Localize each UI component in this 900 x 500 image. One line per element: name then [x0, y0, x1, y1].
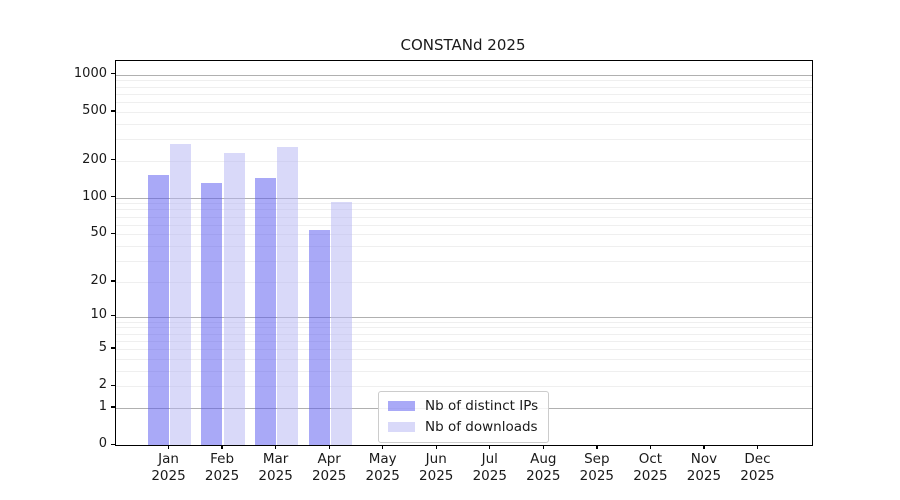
x-tick-label: Oct 2025: [633, 451, 668, 484]
chart-title: CONSTANd 2025: [400, 36, 526, 54]
y-tick-mark: [110, 347, 115, 349]
x-tick-mark: [596, 445, 598, 450]
bar-distinct-ips-jan: [147, 175, 169, 445]
y-tick-mark: [110, 159, 115, 161]
gridline-minor: [116, 102, 812, 103]
bar-distinct-ips-mar: [254, 178, 276, 445]
x-tick-label: Feb 2025: [204, 451, 240, 484]
gridline-minor: [116, 340, 812, 342]
x-tick-mark: [542, 445, 544, 450]
gridline-minor: [116, 224, 812, 226]
y-tick-mark: [110, 73, 115, 75]
y-tick-label: 50: [90, 225, 107, 241]
gridline-major: [116, 197, 812, 199]
plot-area: Nb of distinct IPs Nb of downloads: [115, 60, 813, 446]
legend-swatch: [388, 401, 415, 411]
gridline-major: [116, 316, 812, 318]
x-tick-mark: [167, 445, 170, 450]
x-tick-mark: [435, 445, 437, 450]
y-tick-mark: [110, 280, 115, 282]
y-tick-label: 1000: [73, 65, 107, 81]
legend-swatch: [388, 422, 415, 432]
gridline-minor: [116, 209, 812, 211]
x-tick-label: Nov 2025: [686, 451, 722, 484]
y-tick-label: 2: [98, 377, 107, 393]
x-tick-label: Mar 2025: [258, 451, 293, 484]
x-tick-mark: [221, 445, 223, 450]
legend-label: Nb of distinct IPs: [425, 398, 539, 414]
x-tick-label: Jun 2025: [419, 451, 454, 484]
gridline-minor: [116, 358, 812, 360]
bar-downloads-feb: [223, 152, 245, 445]
x-tick-label: May 2025: [365, 451, 400, 484]
gridline-minor: [116, 348, 812, 350]
y-tick-mark: [110, 384, 115, 386]
gridline-minor: [116, 93, 812, 95]
y-tick-mark: [110, 314, 115, 317]
y-tick-label: 100: [82, 188, 107, 204]
x-tick-label: Aug 2025: [526, 451, 561, 484]
y-tick-mark: [110, 110, 115, 112]
gridlines-layer: [116, 61, 812, 445]
gridline-minor: [116, 386, 812, 388]
y-tick-label: 1: [98, 398, 107, 414]
gridline-minor: [116, 160, 812, 162]
y-tick-label: 500: [82, 102, 107, 118]
x-tick-label: Sep 2025: [579, 451, 615, 484]
y-tick-label: 10: [90, 307, 107, 323]
gridline-major: [116, 74, 812, 76]
gridline-minor: [116, 281, 812, 283]
gridline-minor: [116, 327, 812, 329]
y-tick-label: 5: [98, 339, 107, 355]
legend-entry: Nb of distinct IPs: [388, 398, 538, 414]
legend-entry: Nb of downloads: [388, 419, 538, 435]
x-tick-mark: [382, 445, 384, 450]
x-tick-mark: [756, 445, 759, 450]
gridline-minor: [116, 123, 812, 125]
gridline-minor: [116, 111, 812, 113]
bars-layer: [116, 61, 812, 445]
y-tick-label: 200: [82, 151, 107, 167]
y-tick-label: 20: [90, 272, 107, 288]
x-tick-mark: [649, 445, 652, 450]
gridline-minor: [116, 234, 812, 236]
bar-distinct-ips-feb: [201, 182, 223, 445]
bar-downloads-mar: [277, 146, 299, 445]
gridline-minor: [116, 80, 812, 82]
gridline-minor: [116, 203, 812, 205]
gridline-minor: [116, 260, 812, 262]
x-tick-mark: [328, 445, 330, 450]
y-tick-mark: [110, 196, 115, 198]
gridline-minor: [116, 245, 812, 247]
y-tick-label: 0: [98, 436, 107, 451]
x-tick-label: Jul 2025: [472, 451, 507, 484]
x-tick-label: Dec 2025: [740, 451, 775, 484]
y-tick-mark: [110, 406, 115, 408]
gridline-minor: [116, 370, 812, 372]
legend-label: Nb of downloads: [425, 419, 538, 435]
y-tick-mark: [110, 232, 115, 235]
x-tick-mark: [489, 445, 491, 450]
x-tick-label: Apr 2025: [311, 451, 347, 484]
x-tick-mark: [275, 445, 277, 450]
bar-downloads-apr: [330, 202, 352, 445]
gridline-minor: [116, 86, 812, 88]
x-tick-mark: [703, 445, 705, 450]
bar-distinct-ips-apr: [308, 230, 330, 445]
gridline-minor: [116, 333, 812, 335]
gridline-minor: [116, 321, 812, 323]
gridline-minor: [116, 139, 812, 141]
y-tick-mark: [110, 443, 115, 445]
x-tick-label: Jan 2025: [151, 451, 186, 484]
gridline-minor: [116, 216, 812, 218]
bar-downloads-jan: [170, 144, 192, 445]
legend: Nb of distinct IPs Nb of downloads: [378, 391, 550, 443]
